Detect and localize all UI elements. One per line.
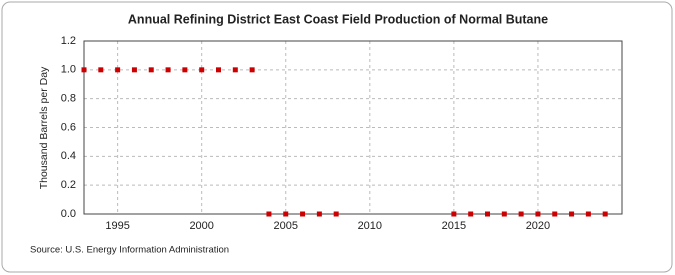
plot-border [83, 40, 623, 215]
x-tick-label: 2010 [358, 220, 382, 232]
point [300, 211, 306, 217]
point [131, 67, 137, 73]
point [316, 211, 322, 217]
y-tick-label: 0.4 [61, 150, 76, 162]
point [485, 211, 490, 217]
x-tick-label: 2005 [274, 220, 298, 232]
x-tick-label: 2020 [526, 220, 550, 232]
point [182, 67, 188, 73]
point [518, 211, 524, 217]
point [266, 211, 272, 217]
x-tick-label: 2000 [189, 220, 213, 232]
point [585, 211, 591, 217]
source-note: Source: U.S. Energy Information Administ… [30, 245, 229, 256]
point [148, 67, 154, 73]
y-tick-label: 1.2 [61, 35, 76, 47]
plot-area [84, 41, 622, 214]
point [81, 67, 87, 73]
y-tick-label: 0.8 [61, 93, 76, 105]
point [249, 67, 255, 73]
point [98, 67, 104, 73]
point [552, 211, 558, 217]
point [333, 211, 339, 217]
point [451, 211, 457, 217]
y-tick-label: 0.0 [61, 208, 76, 220]
y-tick-label: 1.0 [61, 64, 76, 76]
point [165, 67, 171, 73]
point [115, 67, 121, 73]
point [602, 211, 608, 217]
point [199, 67, 205, 73]
point [535, 211, 541, 217]
point [501, 211, 507, 217]
point [232, 67, 238, 73]
y-axis-label: Thousand Barrels per Day [38, 66, 50, 189]
point [283, 211, 289, 217]
x-tick-label: 2015 [442, 220, 466, 232]
point [468, 211, 474, 217]
x-tick-label: 1995 [105, 220, 129, 232]
y-tick-label: 0.2 [61, 179, 76, 191]
chart-title: Annual Refining District East Coast Fiel… [128, 12, 548, 26]
point [569, 211, 575, 217]
point [216, 67, 221, 73]
y-tick-label: 0.6 [61, 121, 76, 133]
